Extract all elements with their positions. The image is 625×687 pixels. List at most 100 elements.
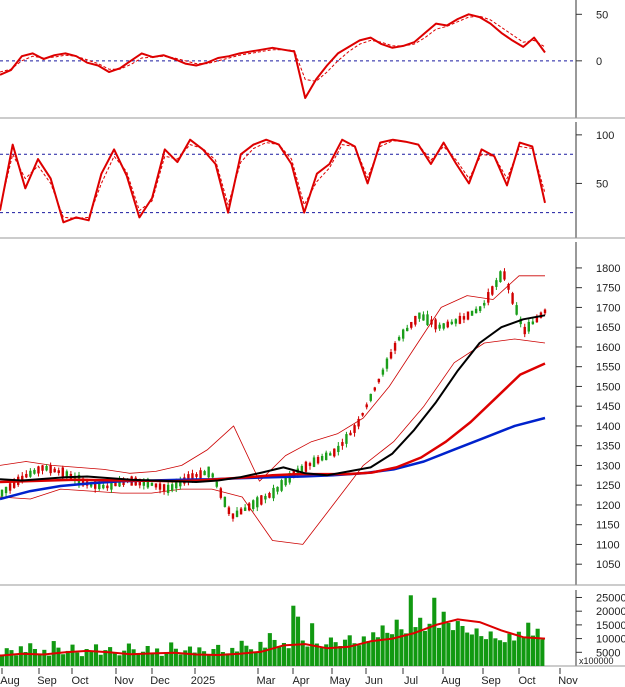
y-tick-label: 0 [596,56,602,68]
candle-body [207,466,210,478]
panel-frames [0,0,625,667]
candle-body [377,378,381,383]
volume-bar [324,644,329,666]
candle-body [361,413,364,416]
volume-bar [117,655,122,666]
volume-bar [305,646,310,666]
volume-bar [498,640,503,666]
candle-body [29,470,32,477]
volume-bar [422,630,427,666]
candle-body [199,470,202,479]
volume-bar [427,623,432,666]
candle-body [142,479,146,486]
y-tick-label: 1700 [596,302,620,314]
volume-bar [258,641,263,666]
volume-bar [211,649,216,666]
volume-bar [300,640,305,666]
volume-bar [281,642,286,666]
volume-bar [220,652,225,666]
macd-line [0,13,546,99]
candle-body [365,404,368,408]
candle-body [369,393,372,401]
candle-body [401,329,405,339]
volume-bar [70,644,75,666]
volume-bar [479,636,484,666]
volume-bar [441,611,446,666]
volume-bar [291,605,296,666]
candle-body [37,466,40,474]
volume-bar [380,625,385,666]
candle-body [430,319,433,325]
candle-body [523,326,526,335]
candle-body [454,319,458,324]
volume-bar [61,654,66,666]
volume-bar [234,651,240,666]
volume-bar [455,621,460,666]
volume-bar [328,637,333,666]
volume-bar [319,647,324,666]
volume-bar [75,652,80,666]
candle-body [191,473,194,480]
candle-body [280,480,283,491]
candle-body [458,315,462,324]
volume-bar [192,652,197,666]
volume-bar [140,651,146,666]
volume-bar [65,650,70,666]
x-month-label: 2025 [191,675,215,687]
candle-body [324,452,328,461]
volume-bar [404,633,409,666]
candle-body [12,479,16,488]
volume-bar [394,619,399,666]
y-tick-label: 20000 [596,606,625,618]
candle-body [345,434,348,444]
y-tick-label: 1100 [596,539,620,551]
volume-bar [89,651,94,666]
candle-body [227,507,231,514]
y-tick-label: 15000 [596,620,625,632]
y-tick-label: 1350 [596,441,620,453]
candle-body [515,305,518,315]
candle-body [219,488,223,498]
volume-bar [493,638,498,666]
candle-body [170,484,174,491]
volume-bar [338,645,343,666]
volume-bar [230,647,235,666]
candle-body [158,483,162,490]
volume-bar [286,648,291,666]
candle-body [312,457,316,467]
candle-body [118,479,121,487]
volume-bar [79,656,84,666]
candle-body [337,445,340,452]
y-tick-label: 1250 [596,480,620,492]
y-tick-label: 1150 [596,520,620,532]
candle-body [166,484,170,493]
volume-bar [93,644,99,666]
reference-lines [0,60,576,214]
y-tick-label: 5000 [596,647,620,659]
x-month-label: Nov [114,675,134,687]
candle-body [223,496,227,507]
volume-bar [249,649,254,666]
candle-body [422,314,425,321]
volume-bar [408,595,413,666]
volume-bar [206,655,211,666]
moving-average-long [0,416,546,501]
candle-body [503,271,506,280]
x-month-label: Aug [0,675,20,687]
x-month-label: Mar [257,675,276,687]
x-month-label: Apr [292,675,309,687]
x-month-label: Sep [481,675,501,687]
candle-body [426,314,429,326]
y-tick-label: 50 [596,178,608,190]
volume-bar [253,651,258,666]
candle-body [0,489,4,497]
volume-bar [150,652,155,666]
moving-average-short [0,314,546,483]
moving-average-mid [0,362,546,484]
volume-bar [37,653,42,666]
x-month-label: Sep [37,675,57,687]
volume-bar [202,651,207,666]
x-month-label: Oct [518,675,535,687]
volume-bar [155,648,160,666]
volume-bar [385,632,390,666]
